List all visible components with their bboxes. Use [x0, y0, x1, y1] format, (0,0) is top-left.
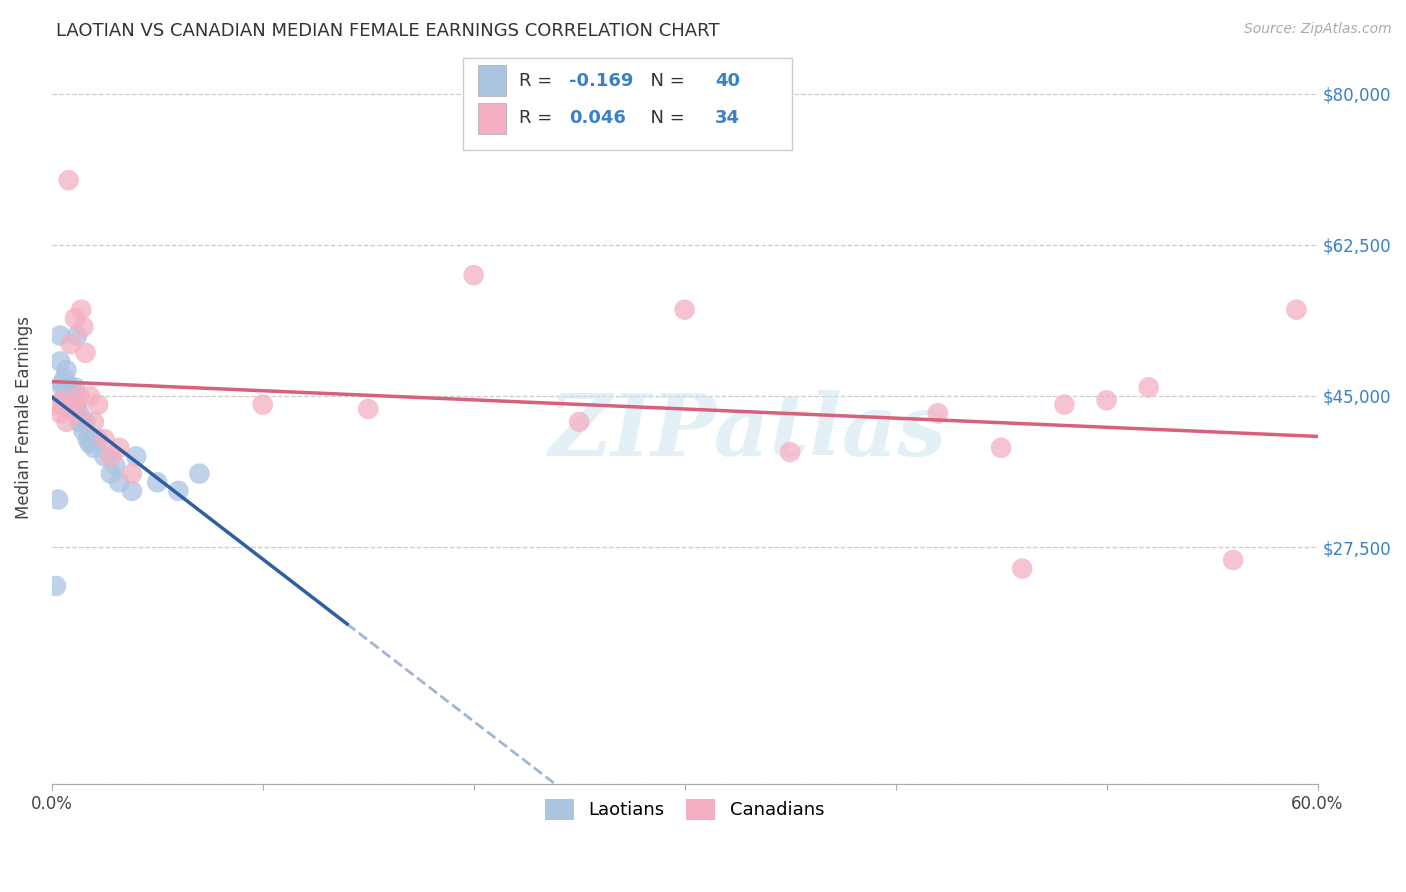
FancyBboxPatch shape — [478, 103, 506, 134]
Point — [66, 328, 89, 343]
Point — [121, 467, 143, 481]
Point — [463, 268, 485, 282]
Point — [100, 450, 122, 464]
Point — [66, 398, 89, 412]
Point — [75, 415, 97, 429]
Point — [1095, 393, 1118, 408]
Point — [55, 363, 77, 377]
Text: R =: R = — [519, 71, 558, 90]
Point — [63, 380, 86, 394]
Point — [1053, 398, 1076, 412]
Text: -0.169: -0.169 — [569, 71, 634, 90]
Point — [79, 389, 101, 403]
Text: LAOTIAN VS CANADIAN MEDIAN FEMALE EARNINGS CORRELATION CHART: LAOTIAN VS CANADIAN MEDIAN FEMALE EARNIN… — [56, 22, 720, 40]
Point — [167, 483, 190, 498]
Point — [55, 384, 77, 399]
Point — [51, 380, 73, 394]
Point — [58, 173, 80, 187]
Point — [83, 441, 105, 455]
Text: 34: 34 — [716, 109, 740, 128]
Point — [146, 475, 169, 490]
Point — [1011, 561, 1033, 575]
Point — [46, 492, 69, 507]
Point — [51, 376, 73, 390]
Point — [357, 401, 380, 416]
Point — [62, 393, 84, 408]
Point — [87, 432, 110, 446]
Point — [59, 380, 82, 394]
Point — [55, 415, 77, 429]
Point — [63, 398, 86, 412]
Point — [59, 389, 82, 403]
Point — [76, 432, 98, 446]
Text: N =: N = — [640, 71, 690, 90]
Text: 40: 40 — [716, 71, 740, 90]
Point — [779, 445, 801, 459]
Point — [67, 415, 90, 429]
Y-axis label: Median Female Earnings: Median Female Earnings — [15, 316, 32, 519]
Text: N =: N = — [640, 109, 690, 128]
Text: Source: ZipAtlas.com: Source: ZipAtlas.com — [1244, 22, 1392, 37]
Point — [83, 415, 105, 429]
Legend: Laotians, Canadians: Laotians, Canadians — [538, 791, 831, 827]
Point — [927, 406, 949, 420]
Point — [188, 467, 211, 481]
FancyBboxPatch shape — [478, 65, 506, 96]
Point — [72, 319, 94, 334]
Point — [87, 398, 110, 412]
Point — [59, 337, 82, 351]
Point — [104, 458, 127, 472]
Point — [62, 398, 84, 412]
Point — [568, 415, 591, 429]
Text: ZIPatlas: ZIPatlas — [548, 391, 948, 474]
Point — [53, 372, 76, 386]
Point — [121, 483, 143, 498]
Point — [93, 432, 115, 446]
Point — [70, 302, 93, 317]
Point — [67, 406, 90, 420]
Point — [45, 579, 67, 593]
Point — [79, 436, 101, 450]
Point — [252, 398, 274, 412]
Text: R =: R = — [519, 109, 558, 128]
Point — [49, 406, 72, 420]
Text: 0.046: 0.046 — [569, 109, 626, 128]
Point — [49, 328, 72, 343]
Point — [67, 389, 90, 403]
Point — [58, 389, 80, 403]
Point — [72, 424, 94, 438]
Point — [63, 311, 86, 326]
Point — [1137, 380, 1160, 394]
Point — [990, 441, 1012, 455]
Point — [108, 441, 131, 455]
Point — [70, 415, 93, 429]
Point — [45, 398, 67, 412]
Point — [80, 432, 103, 446]
Point — [673, 302, 696, 317]
Point — [100, 467, 122, 481]
Point — [75, 346, 97, 360]
Point — [58, 398, 80, 412]
Point — [1285, 302, 1308, 317]
Point — [49, 354, 72, 368]
Point — [1222, 553, 1244, 567]
Point — [53, 398, 76, 412]
Point — [108, 475, 131, 490]
Point — [66, 406, 89, 420]
Point — [62, 389, 84, 403]
Point — [59, 401, 82, 416]
Point — [51, 393, 73, 408]
Point — [125, 450, 148, 464]
FancyBboxPatch shape — [463, 58, 792, 150]
Point — [93, 450, 115, 464]
